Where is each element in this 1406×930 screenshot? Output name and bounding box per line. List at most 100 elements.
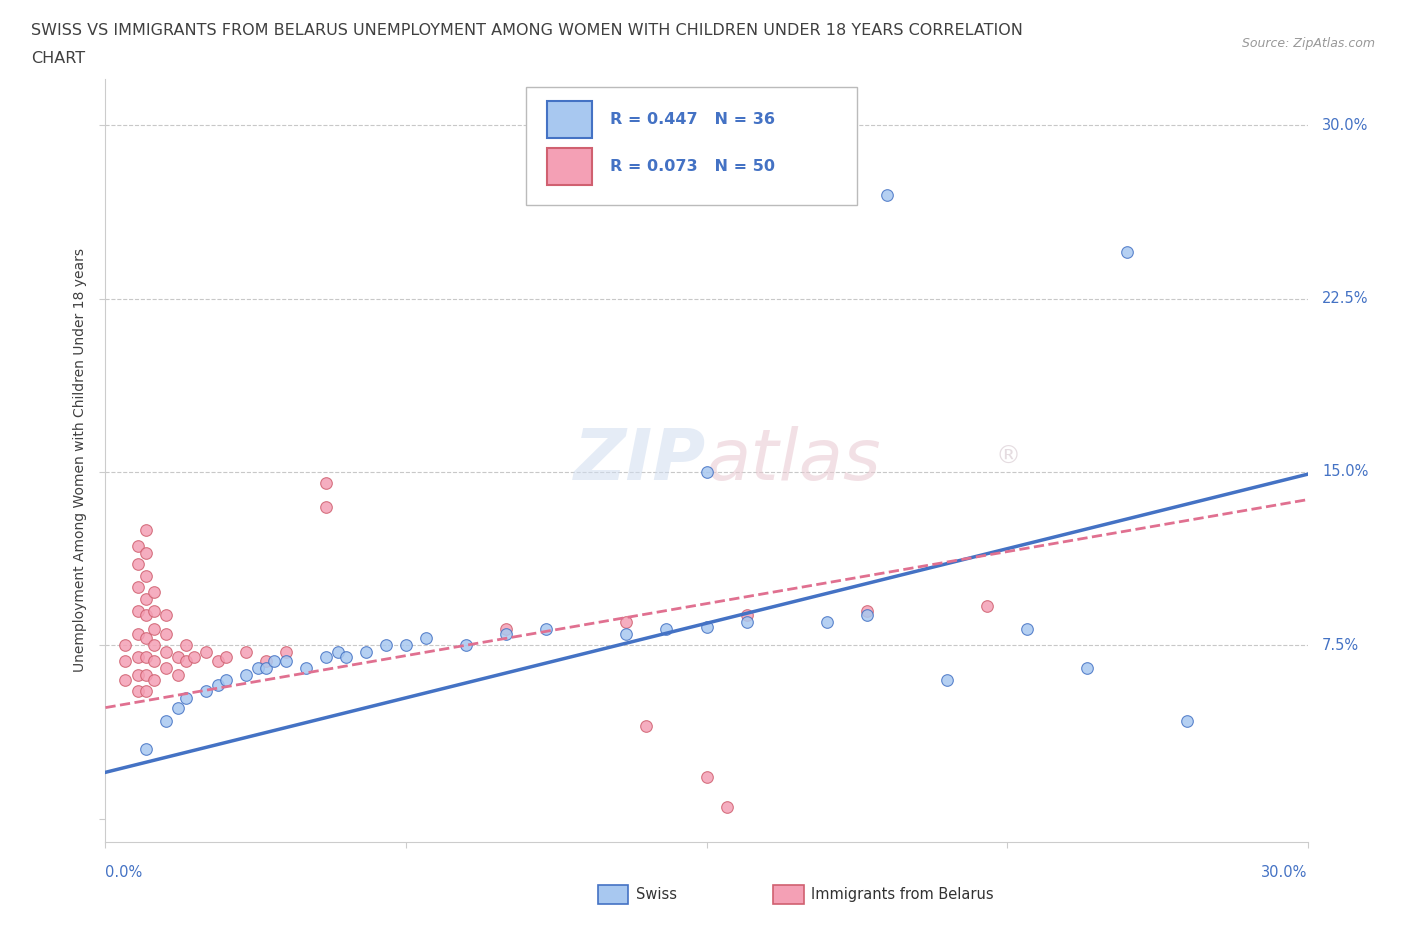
FancyBboxPatch shape (526, 86, 856, 205)
Point (395, 638, 418, 653)
Point (696, 619, 718, 634)
Text: R = 0.073   N = 50: R = 0.073 N = 50 (610, 159, 775, 174)
Point (114, 672, 136, 687)
Point (135, 523, 157, 538)
FancyBboxPatch shape (547, 101, 592, 138)
Point (274, 644, 297, 659)
Point (142, 604, 165, 618)
Point (155, 607, 177, 622)
Point (855, 604, 877, 618)
Point (114, 654, 136, 669)
Point (616, 615, 638, 630)
Point (127, 668, 149, 683)
Text: 0.0%: 0.0% (105, 865, 142, 880)
Point (142, 654, 165, 669)
Text: ZIP: ZIP (574, 426, 707, 495)
Point (235, 644, 257, 659)
Point (135, 742, 157, 757)
Point (254, 661, 277, 676)
Point (127, 649, 149, 664)
Point (135, 631, 157, 645)
Point (876, 187, 898, 202)
Point (263, 654, 285, 669)
Point (315, 499, 337, 514)
Text: 22.5%: 22.5% (1322, 291, 1368, 306)
Point (174, 654, 197, 669)
Point (235, 668, 257, 683)
Point (735, 615, 758, 630)
Point (735, 607, 758, 622)
Point (246, 661, 269, 676)
Point (716, 800, 738, 815)
Point (194, 684, 217, 698)
Point (142, 585, 165, 600)
Text: ®: ® (995, 445, 1021, 469)
Text: atlas: atlas (707, 426, 882, 495)
Point (495, 626, 517, 641)
Point (415, 631, 437, 645)
Point (214, 672, 236, 687)
Text: R = 0.447   N = 36: R = 0.447 N = 36 (610, 112, 775, 127)
Point (174, 638, 197, 653)
Point (135, 568, 157, 583)
Point (207, 677, 229, 692)
Text: SWISS VS IMMIGRANTS FROM BELARUS UNEMPLOYMENT AMONG WOMEN WITH CHILDREN UNDER 18: SWISS VS IMMIGRANTS FROM BELARUS UNEMPLO… (31, 23, 1022, 38)
Point (855, 607, 877, 622)
Point (495, 621, 517, 636)
Point (142, 638, 165, 653)
Point (636, 719, 658, 734)
Text: CHART: CHART (31, 51, 84, 66)
Point (142, 621, 165, 636)
Point (335, 649, 357, 664)
Point (616, 626, 638, 641)
Text: 30.0%: 30.0% (1261, 865, 1308, 880)
Point (976, 599, 998, 614)
Point (1177, 714, 1199, 729)
Point (166, 649, 188, 664)
Text: 15.0%: 15.0% (1322, 464, 1368, 479)
Point (696, 769, 718, 784)
Point (127, 684, 149, 698)
Point (354, 644, 377, 659)
Point (936, 672, 959, 687)
Point (315, 649, 337, 664)
Point (183, 649, 205, 664)
Point (135, 649, 157, 664)
Text: 30.0%: 30.0% (1322, 118, 1368, 133)
Point (174, 691, 197, 706)
Point (655, 621, 678, 636)
Point (135, 668, 157, 683)
Point (114, 638, 136, 653)
Point (454, 638, 477, 653)
Point (127, 626, 149, 641)
Point (326, 644, 349, 659)
Point (127, 538, 149, 553)
Point (1116, 245, 1139, 259)
Point (135, 684, 157, 698)
Point (696, 464, 718, 479)
Point (295, 661, 318, 676)
Point (166, 668, 188, 683)
Point (274, 654, 297, 669)
FancyBboxPatch shape (547, 149, 592, 185)
Point (1076, 661, 1098, 676)
Y-axis label: Unemployment Among Women with Children Under 18 years: Unemployment Among Women with Children U… (73, 248, 87, 672)
Point (127, 557, 149, 572)
Text: Immigrants from Belarus: Immigrants from Belarus (811, 887, 994, 902)
Point (374, 638, 398, 653)
Point (135, 591, 157, 606)
Point (815, 615, 838, 630)
Point (1017, 621, 1039, 636)
Point (155, 661, 177, 676)
Point (315, 476, 337, 491)
Point (127, 604, 149, 618)
Point (135, 607, 157, 622)
Point (155, 626, 177, 641)
Text: 7.5%: 7.5% (1322, 638, 1360, 653)
Text: Source: ZipAtlas.com: Source: ZipAtlas.com (1241, 37, 1375, 50)
Point (127, 580, 149, 595)
Point (155, 644, 177, 659)
Point (207, 654, 229, 669)
Point (166, 700, 188, 715)
Point (135, 545, 157, 560)
